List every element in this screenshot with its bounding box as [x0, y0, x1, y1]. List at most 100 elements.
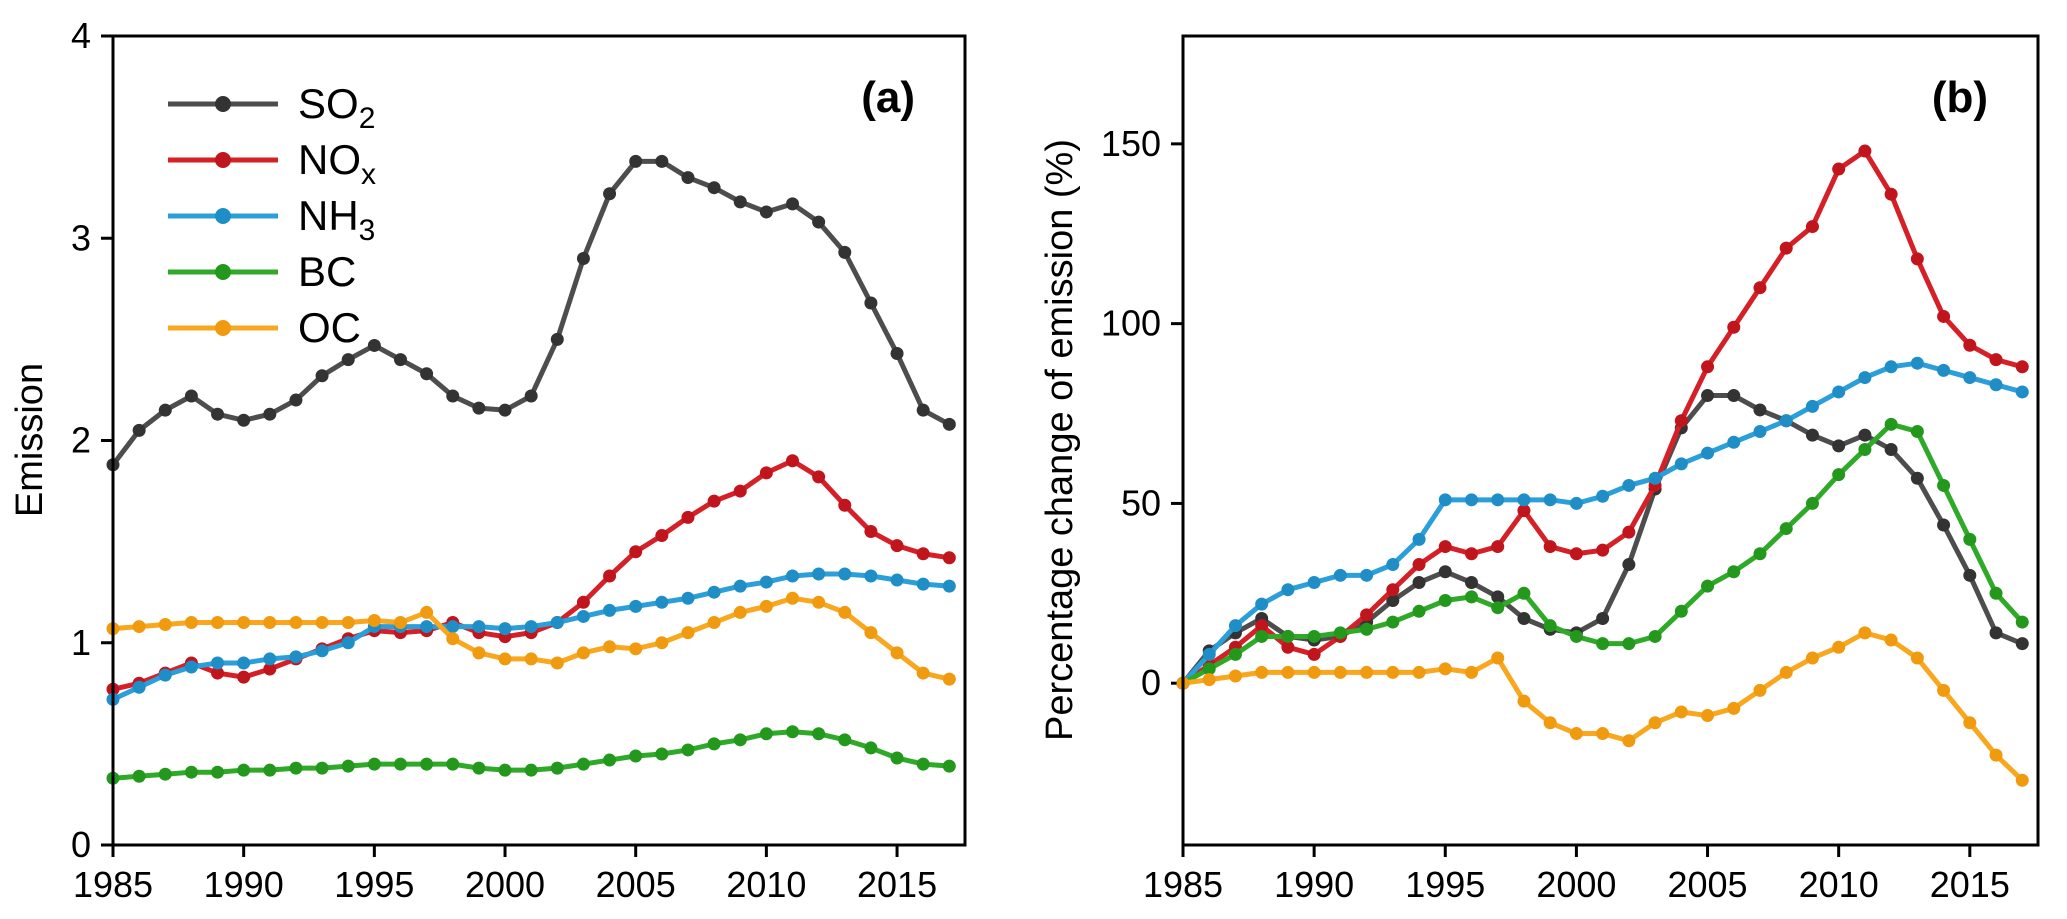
series-marker-OC	[132, 620, 146, 634]
series-marker-OC	[1202, 673, 1216, 687]
series-marker-NOx	[1963, 338, 1977, 352]
series-marker-OC	[1386, 665, 1400, 679]
series-marker-NOx	[1674, 414, 1688, 428]
series-marker-NOx	[1832, 162, 1846, 176]
series-marker-NH3	[1963, 371, 1977, 385]
series-marker-NOx	[812, 470, 826, 484]
series-marker-OC	[446, 632, 460, 646]
series-marker-OC	[1307, 665, 1321, 679]
series-marker-NOx	[1464, 547, 1478, 561]
series-marker-BC	[629, 749, 643, 763]
series-marker-OC	[158, 618, 172, 632]
series-marker-BC	[1805, 496, 1819, 510]
series-marker-BC	[524, 763, 538, 777]
series-marker-NH3	[812, 567, 826, 581]
x-axis-tick-label: 1985	[1143, 864, 1223, 905]
series-marker-NH3	[1596, 489, 1610, 503]
series-marker-NH3	[942, 579, 956, 593]
legend-item-NH3: NH3	[168, 192, 375, 247]
series-marker-NOx	[890, 539, 904, 553]
legend-marker-SO2	[215, 96, 231, 112]
series-marker-SO2	[1491, 590, 1505, 604]
series-marker-BC	[1596, 637, 1610, 651]
series-marker-NH3	[2015, 385, 2029, 399]
series-marker-BC	[1438, 594, 1452, 608]
series-marker-OC	[1622, 734, 1636, 748]
series-marker-SO2	[158, 403, 172, 417]
series-marker-OC	[1596, 727, 1610, 741]
series-marker-OC	[786, 591, 800, 605]
x-axis-tick-label: 2010	[726, 864, 806, 905]
series-marker-SO2	[132, 423, 146, 437]
series-marker-OC	[1858, 626, 1872, 640]
series-marker-OC	[1753, 683, 1767, 697]
series-marker-OC	[289, 616, 303, 630]
series-marker-NH3	[733, 579, 747, 593]
series-marker-BC	[1307, 629, 1321, 643]
series-marker-SO2	[472, 401, 486, 415]
series-marker-NH3	[289, 650, 303, 664]
series-marker-BC	[263, 763, 277, 777]
series-marker-NH3	[890, 573, 904, 587]
series-marker-OC	[237, 616, 251, 630]
series-marker-OC	[550, 656, 564, 670]
series-marker-NOx	[1858, 144, 1872, 158]
series-marker-NH3	[1832, 385, 1846, 399]
series-marker-NOx	[1910, 252, 1924, 266]
x-axis-tick-label: 2015	[1930, 864, 2010, 905]
series-marker-BC	[2015, 615, 2029, 629]
series-marker-SO2	[759, 205, 773, 219]
legend-item-OC: OC	[168, 304, 361, 351]
series-marker-SO2	[237, 413, 251, 427]
series-marker-OC	[1438, 662, 1452, 676]
series-marker-BC	[1228, 647, 1242, 661]
series-marker-SO2	[2015, 637, 2029, 651]
series-marker-NH3	[707, 585, 721, 599]
series-marker-NOx	[1255, 619, 1269, 633]
series-marker-NOx	[1412, 558, 1426, 572]
series-marker-NH3	[237, 656, 251, 670]
x-axis-tick-label: 2000	[465, 864, 545, 905]
series-marker-SO2	[367, 338, 381, 352]
series-marker-BC	[420, 757, 434, 771]
series-marker-NH3	[1727, 435, 1741, 449]
series-marker-NH3	[1884, 360, 1898, 374]
series-marker-NH3	[211, 656, 225, 670]
axes-frame	[1181, 34, 2040, 847]
series-marker-NH3	[550, 616, 564, 630]
series-marker-OC	[1517, 694, 1531, 708]
series-marker-NOx	[1569, 547, 1583, 561]
series-marker-OC	[1569, 727, 1583, 741]
series-marker-BC	[603, 753, 617, 767]
legend-marker-OC	[215, 320, 231, 336]
y-axis-tick-label: 2	[71, 420, 91, 461]
axes-frame	[111, 34, 967, 847]
series-marker-BC	[184, 765, 198, 779]
series-marker-BC	[341, 759, 355, 773]
series-marker-BC	[1937, 478, 1951, 492]
legend-marker-NH3	[215, 208, 231, 224]
series-marker-SO2	[603, 187, 617, 201]
series-marker-BC	[1701, 579, 1715, 593]
panel-b-y-axis-title: Percentage change of emission (%)	[1039, 139, 1081, 741]
series-marker-BC	[237, 763, 251, 777]
series-marker-OC	[1779, 665, 1793, 679]
y-axis-tick-label: 100	[1101, 303, 1161, 344]
series-marker-NH3	[1307, 576, 1321, 590]
series-marker-OC	[2015, 773, 2029, 787]
series-marker-OC	[733, 605, 747, 619]
series-marker-NH3	[1910, 356, 1924, 370]
y-axis-tick-label: 150	[1101, 123, 1161, 164]
series-marker-BC	[1884, 417, 1898, 431]
series-marker-OC	[472, 646, 486, 660]
series-marker-SO2	[1884, 442, 1898, 456]
series-marker-NOx	[1805, 220, 1819, 234]
series-marker-OC	[916, 666, 930, 680]
series-marker-OC	[1884, 633, 1898, 647]
series-marker-SO2	[786, 197, 800, 211]
series-marker-NH3	[603, 603, 617, 617]
series-marker-NH3	[420, 620, 434, 634]
series-marker-BC	[158, 767, 172, 781]
series-marker-SO2	[576, 251, 590, 265]
